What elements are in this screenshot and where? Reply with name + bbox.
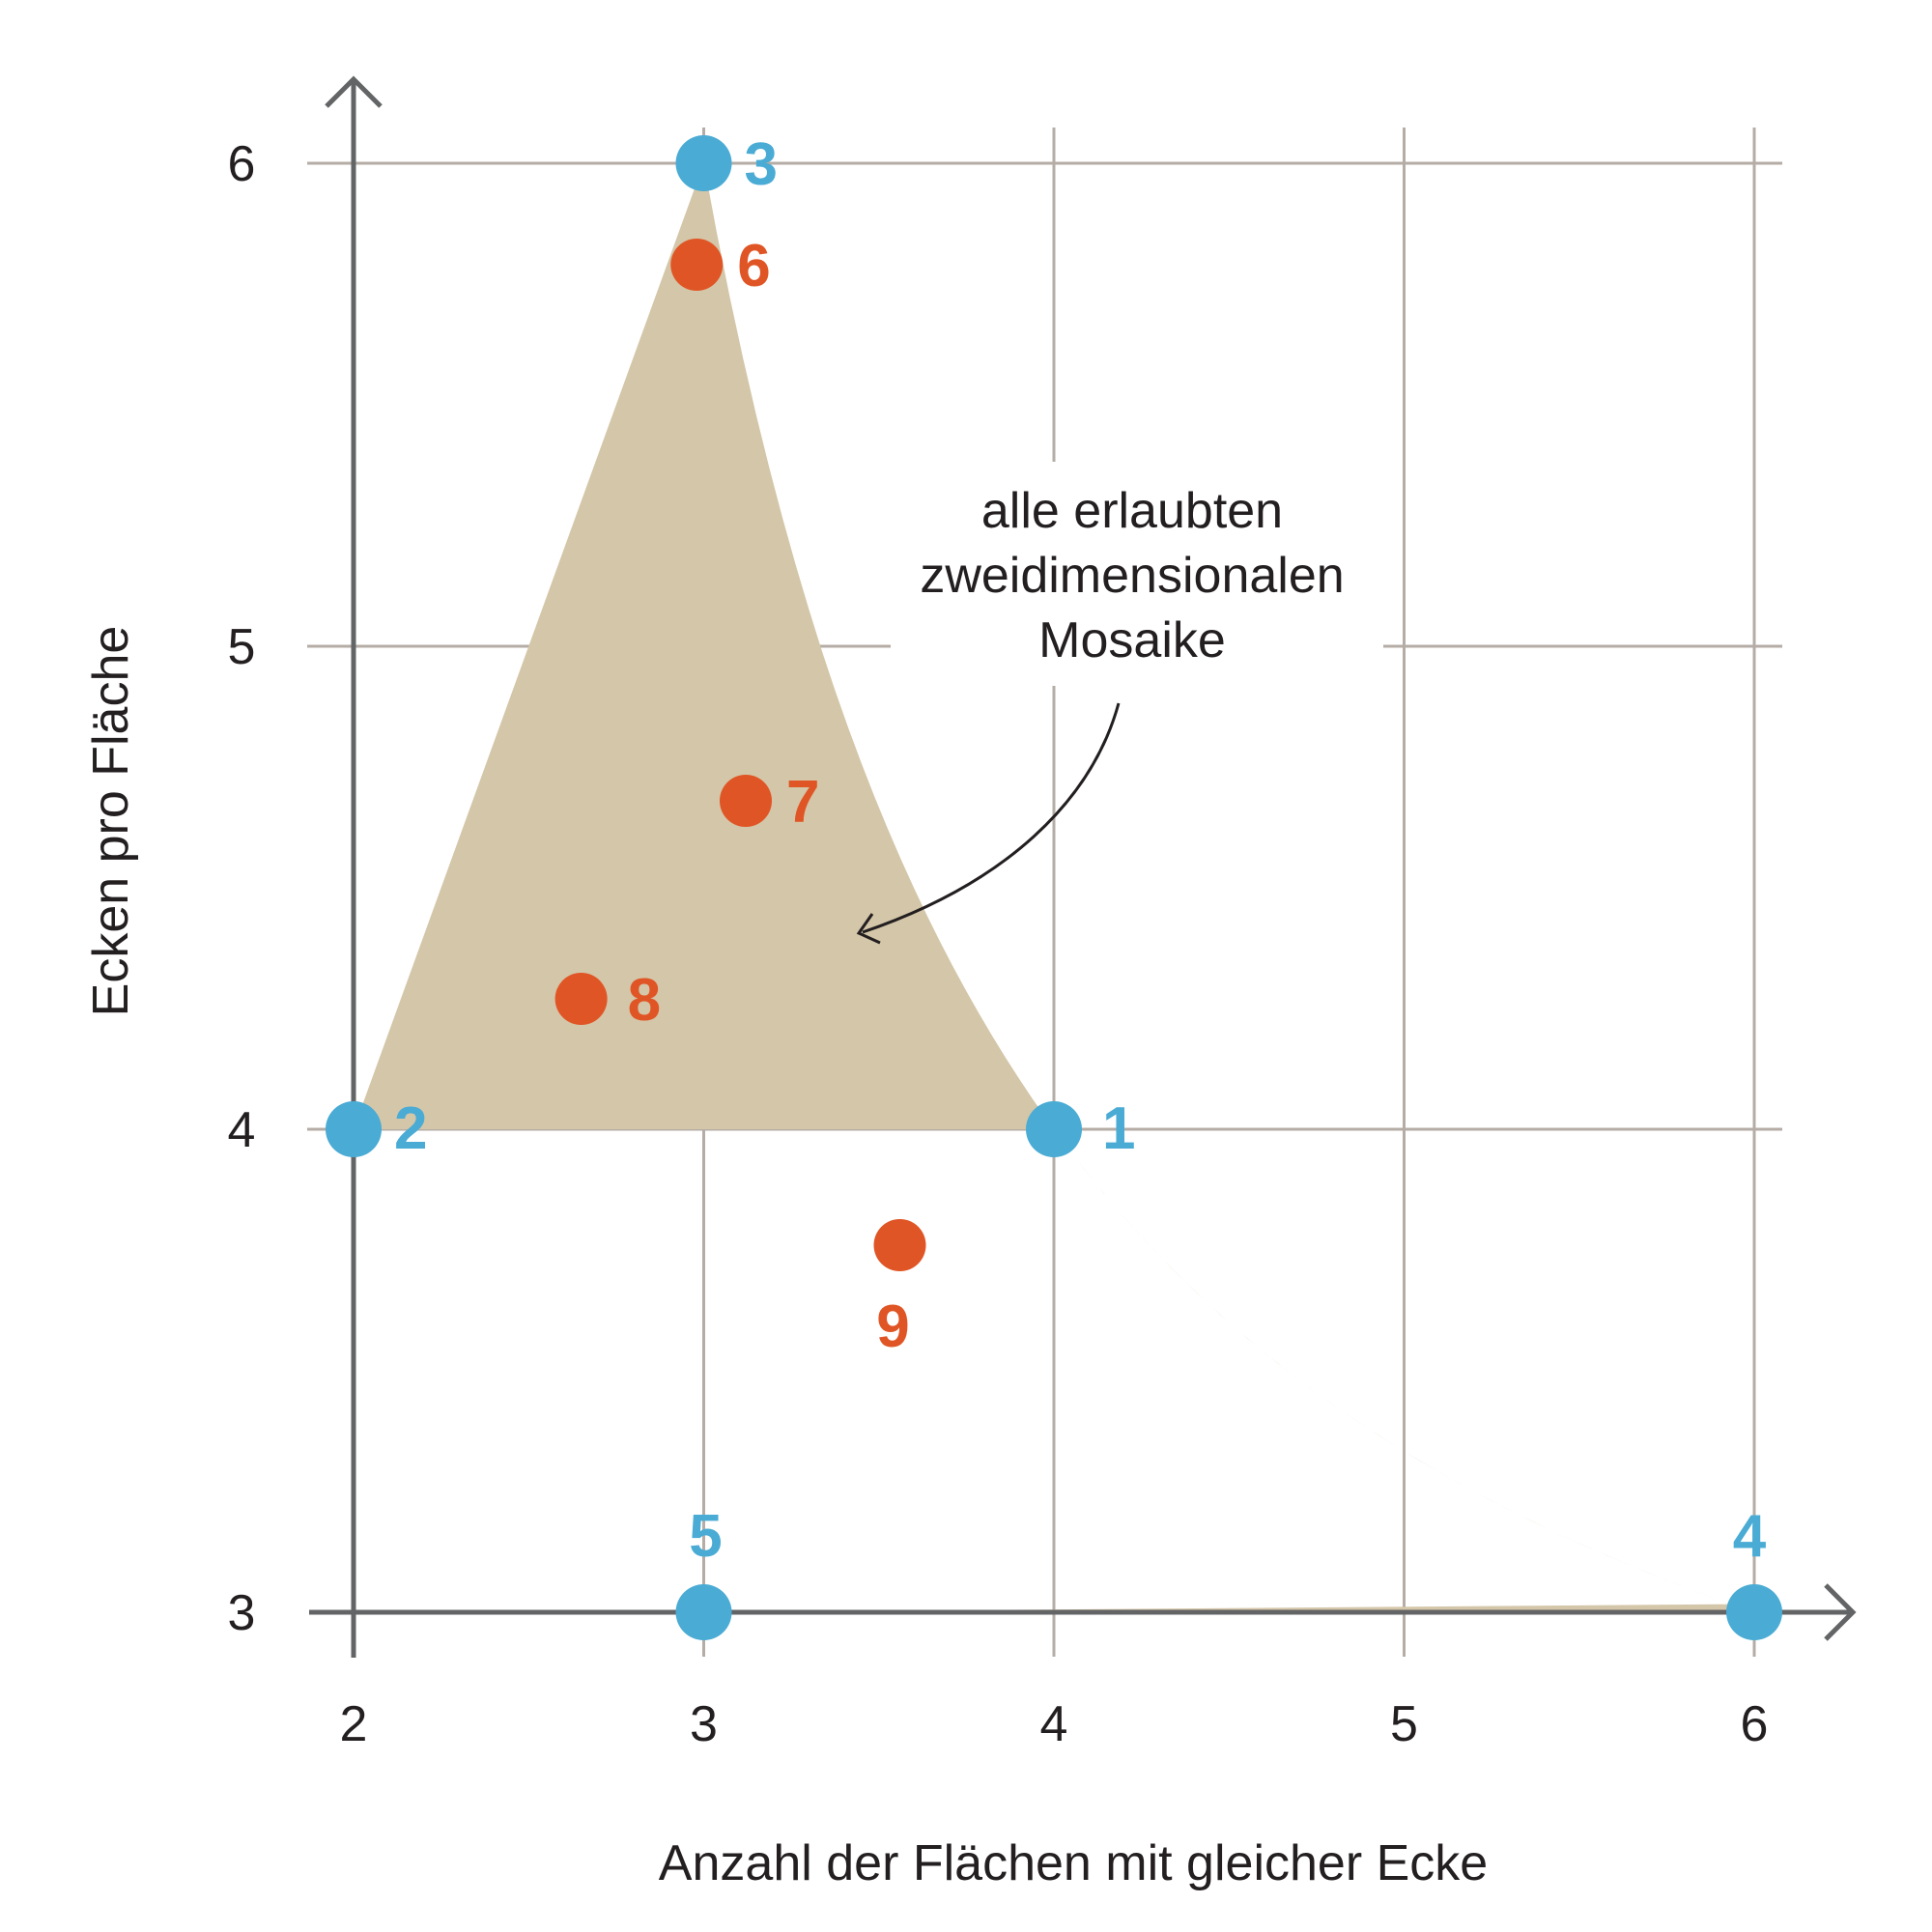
point-1 xyxy=(1026,1101,1082,1157)
annotation-arrow xyxy=(862,702,1121,934)
point-2 xyxy=(326,1101,382,1157)
axes xyxy=(309,75,1857,1658)
allowed-region xyxy=(354,163,1754,1612)
point-label: 2 xyxy=(394,1095,427,1162)
point-label: 1 xyxy=(1102,1095,1135,1162)
y-axis-arrowhead xyxy=(325,75,383,108)
point-label: 8 xyxy=(628,967,661,1034)
x-tick-label: 5 xyxy=(1390,1696,1418,1752)
point-9 xyxy=(873,1219,926,1271)
region-label-line-2: zweidimensionalen xyxy=(920,548,1344,604)
tick-labels: 2 3 4 5 6 3 4 5 6 xyxy=(228,136,1769,1752)
y-tick-label: 4 xyxy=(228,1102,256,1158)
y-tick-label: 6 xyxy=(228,136,256,192)
point-4 xyxy=(1726,1584,1782,1640)
point-label: 4 xyxy=(1733,1503,1767,1570)
annotation-arrowhead xyxy=(856,913,881,945)
point-label: 3 xyxy=(745,131,778,198)
x-tick-label: 4 xyxy=(1040,1696,1068,1752)
y-tick-label: 3 xyxy=(228,1585,256,1641)
x-tick-label: 2 xyxy=(340,1696,368,1752)
point-label: 7 xyxy=(786,769,819,836)
point-8 xyxy=(554,973,608,1025)
point-6 xyxy=(670,239,724,291)
y-axis-title: Ecken pro Fläche xyxy=(83,626,139,1017)
data-points: 1 2 3 4 5 6 7 8 9 xyxy=(326,131,1782,1640)
point-label: 5 xyxy=(689,1503,722,1570)
point-3 xyxy=(675,135,732,191)
point-label: 6 xyxy=(737,233,770,299)
x-axis-arrowhead xyxy=(1824,1583,1857,1641)
point-label: 9 xyxy=(876,1293,909,1360)
point-5 xyxy=(675,1584,732,1640)
y-tick-label: 5 xyxy=(228,619,256,675)
region-label-line-1: alle erlaubten xyxy=(981,483,1283,539)
x-tick-label: 6 xyxy=(1741,1696,1769,1752)
x-axis-title: Anzahl der Flächen mit gleicher Ecke xyxy=(659,1835,1488,1891)
region-label-line-3: Mosaike xyxy=(1038,612,1226,668)
region-annotation: alle erlaubten zweidimensionalen Mosaike xyxy=(856,483,1345,945)
annotation-background xyxy=(891,462,1383,686)
x-tick-label: 3 xyxy=(690,1696,718,1752)
point-7 xyxy=(720,775,772,827)
